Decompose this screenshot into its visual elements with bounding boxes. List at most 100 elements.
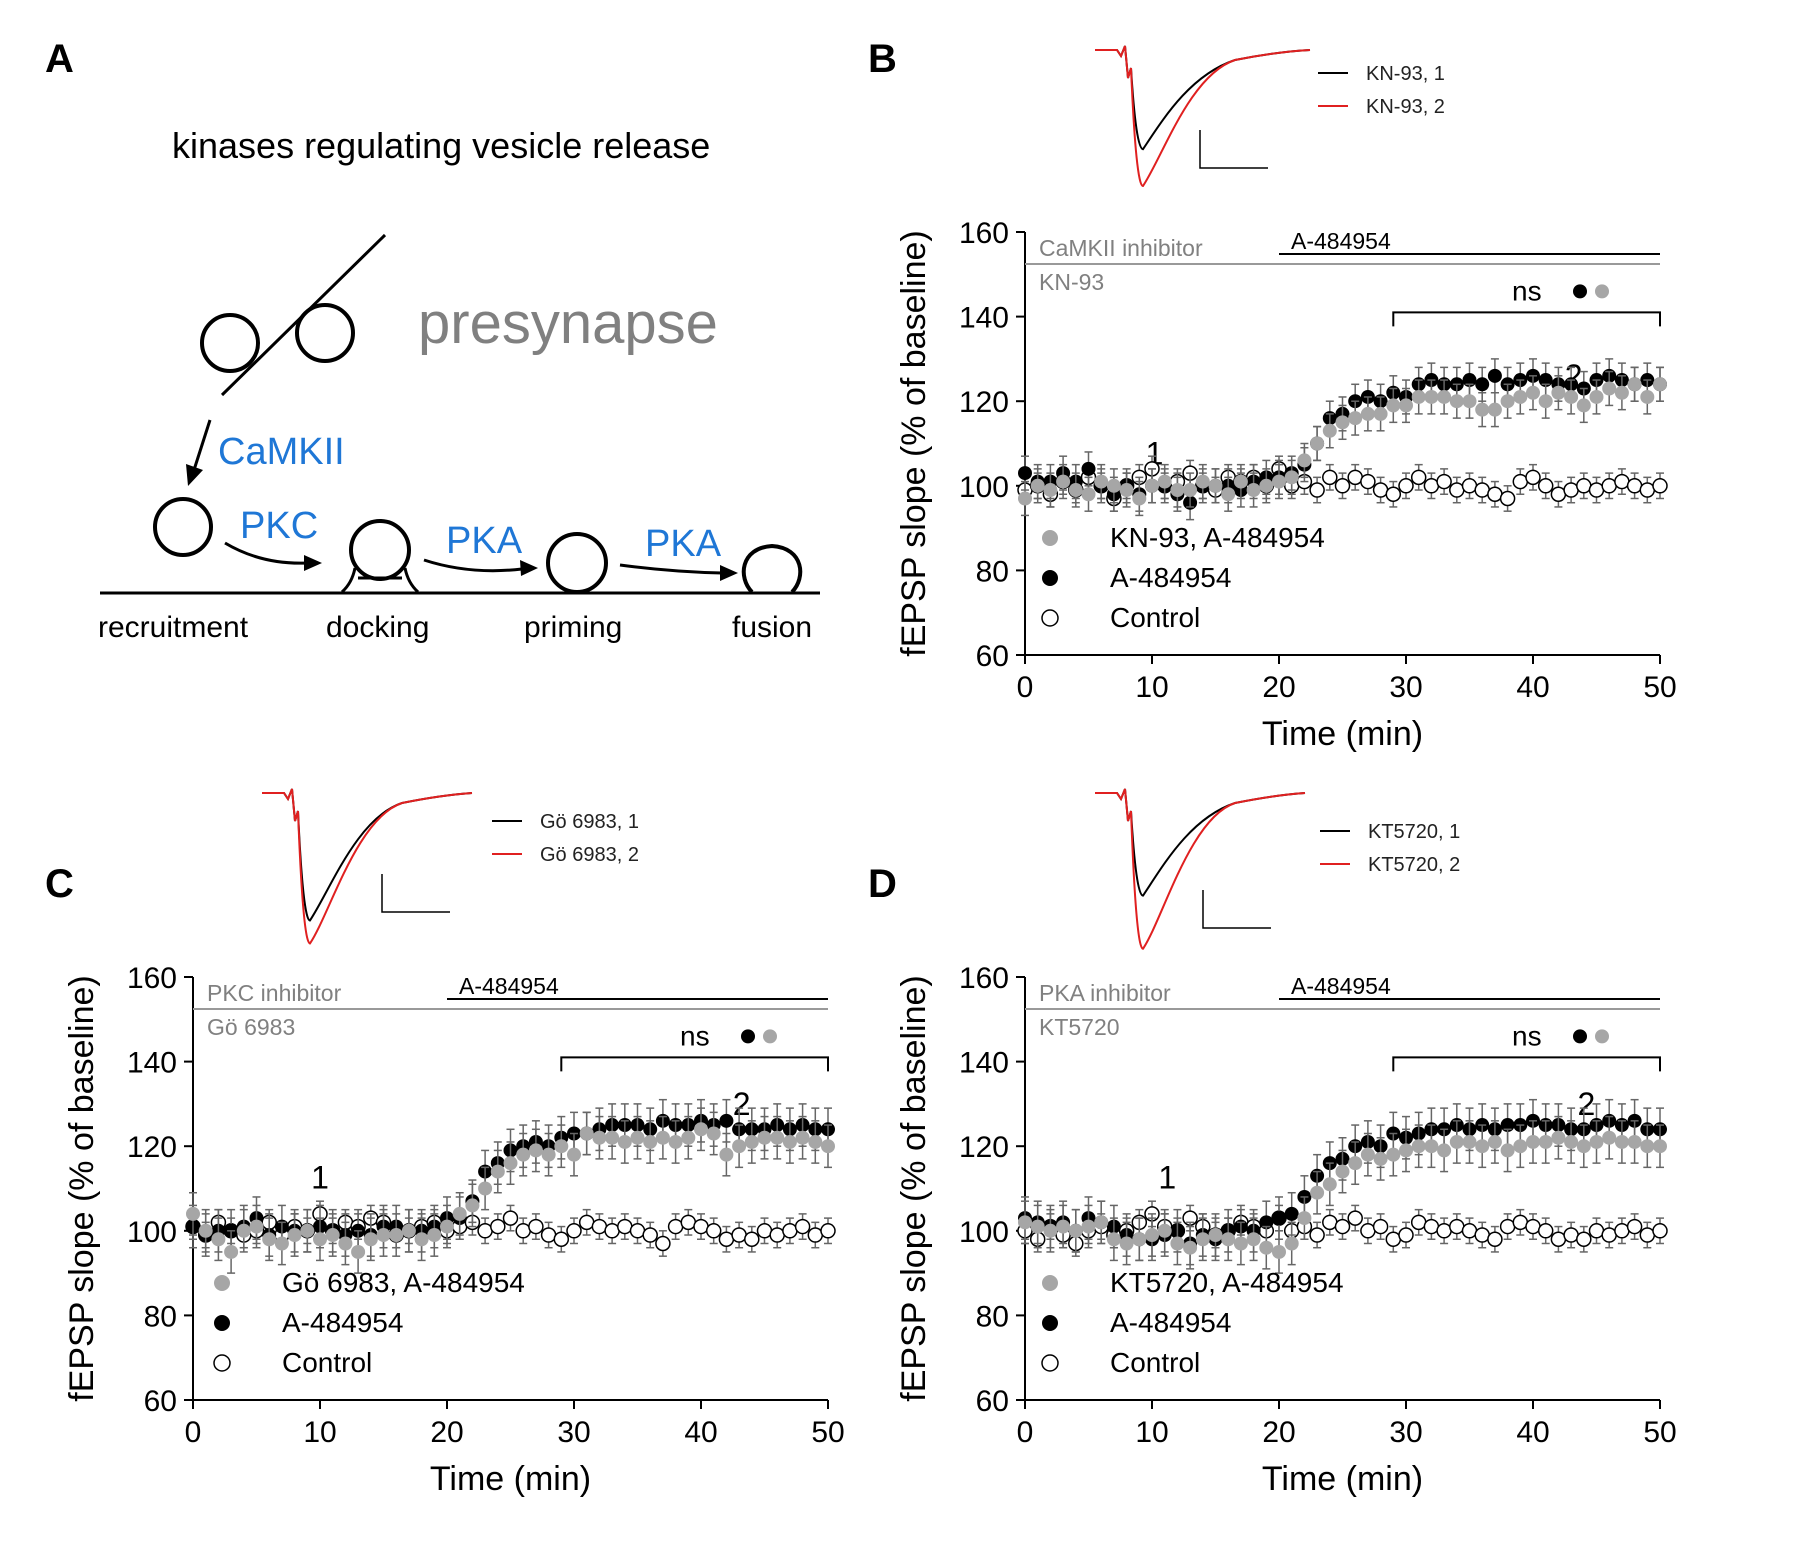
data-point	[1360, 1223, 1376, 1239]
data-point	[313, 1232, 327, 1247]
data-point	[1208, 478, 1223, 493]
data-point	[1272, 1244, 1286, 1259]
camkii-label: CaMKII	[218, 431, 345, 473]
fepsp-trace-2	[262, 788, 473, 945]
data-point	[807, 1227, 824, 1243]
data-point	[211, 1232, 226, 1247]
x-tick-label: 30	[1389, 671, 1422, 704]
data-point	[1119, 1236, 1134, 1251]
arrowhead-icon	[304, 555, 322, 571]
data-point	[1461, 1223, 1478, 1239]
data-point	[1589, 1134, 1604, 1149]
data-point	[1246, 1232, 1261, 1247]
x-tick-label: 0	[185, 1416, 202, 1449]
vesicle-icon	[295, 303, 355, 363]
data-point	[1512, 473, 1529, 490]
x-tick-label: 20	[430, 1416, 463, 1449]
data-point	[795, 1130, 810, 1145]
data-point	[1589, 389, 1604, 404]
data-point	[769, 1227, 785, 1243]
data-point	[1183, 483, 1198, 498]
panel-letter-d: D	[868, 862, 897, 906]
data-point	[1614, 1223, 1630, 1239]
data-point	[1386, 398, 1401, 413]
y-tick-label: 140	[127, 1047, 177, 1080]
data-point	[1627, 1134, 1642, 1149]
data-point	[808, 1134, 823, 1149]
x-tick-label: 40	[1516, 671, 1549, 704]
data-point	[1411, 389, 1426, 404]
data-point	[821, 1139, 835, 1154]
arrowhead-icon	[720, 565, 738, 581]
data-point	[744, 1134, 759, 1149]
ns-bracket	[560, 1056, 829, 1072]
data-point	[604, 1223, 620, 1239]
data-point	[1576, 398, 1591, 413]
trace-legend-label-2: Gö 6983, 2	[540, 844, 639, 866]
trace-legend-label-1: KN-93, 1	[1366, 63, 1445, 85]
data-point	[1513, 1139, 1528, 1154]
data-point	[1056, 1219, 1071, 1234]
data-point	[1272, 1211, 1286, 1226]
data-point	[1449, 1218, 1465, 1235]
data-point	[1564, 1134, 1579, 1149]
data-point	[1347, 1210, 1363, 1226]
x-tick-label: 0	[1017, 671, 1034, 704]
panel-letter-b: B	[868, 37, 897, 81]
data-point	[1475, 402, 1490, 417]
data-point	[1385, 486, 1402, 503]
data-point	[693, 1218, 709, 1235]
fusion-pore-icon	[741, 543, 803, 594]
trace-legend-label-1: KT5720, 1	[1368, 821, 1460, 843]
ns-black-dot-icon	[1573, 284, 1587, 299]
y-tick-label: 100	[959, 471, 1009, 504]
data-point	[1449, 1134, 1464, 1149]
ns-bracket	[1392, 311, 1661, 327]
data-point	[1373, 1151, 1388, 1166]
series-grey	[1018, 366, 1667, 517]
data-point	[1221, 487, 1236, 502]
x-tick-label: 50	[1643, 1416, 1676, 1449]
data-point	[782, 1223, 798, 1239]
data-point	[1602, 1130, 1617, 1145]
data-point	[1424, 1139, 1439, 1154]
data-point	[1640, 389, 1655, 404]
data-point	[1347, 469, 1363, 486]
data-point	[1576, 1231, 1592, 1248]
data-point	[1233, 474, 1248, 489]
y-tick-label: 160	[127, 962, 177, 995]
pka-label-2: PKA	[645, 523, 722, 565]
pka-arrow-1	[423, 558, 523, 573]
data-point	[414, 1232, 429, 1247]
legend-label-black: A-484954	[282, 1307, 403, 1338]
y-tick-label: 80	[976, 1300, 1009, 1333]
y-tick-label: 100	[959, 1216, 1009, 1249]
data-point	[1601, 478, 1617, 494]
data-point	[1500, 1143, 1515, 1158]
data-point	[1537, 478, 1554, 494]
y-tick-label: 140	[959, 1047, 1009, 1080]
data-point	[1639, 482, 1656, 498]
data-point	[1310, 436, 1325, 451]
data-point	[694, 1122, 708, 1137]
data-point	[668, 1134, 683, 1149]
pkc-label: PKC	[240, 505, 318, 547]
data-point	[1512, 1214, 1529, 1231]
data-point	[1170, 1236, 1185, 1251]
y-tick-label: 160	[959, 962, 1009, 995]
data-point	[1461, 478, 1478, 494]
data-point	[705, 1223, 722, 1239]
data-point	[1145, 1228, 1159, 1243]
data-point	[1626, 1218, 1643, 1235]
legend-label-open: Control	[1110, 602, 1200, 633]
scale-bar	[381, 874, 450, 913]
data-point	[477, 1223, 493, 1239]
y-tick-label: 60	[144, 1385, 177, 1418]
data-point	[1360, 406, 1375, 421]
data-point	[1423, 478, 1440, 494]
data-point	[1475, 1139, 1490, 1154]
data-point	[1132, 491, 1147, 506]
ns-label: ns	[1512, 1020, 1542, 1051]
